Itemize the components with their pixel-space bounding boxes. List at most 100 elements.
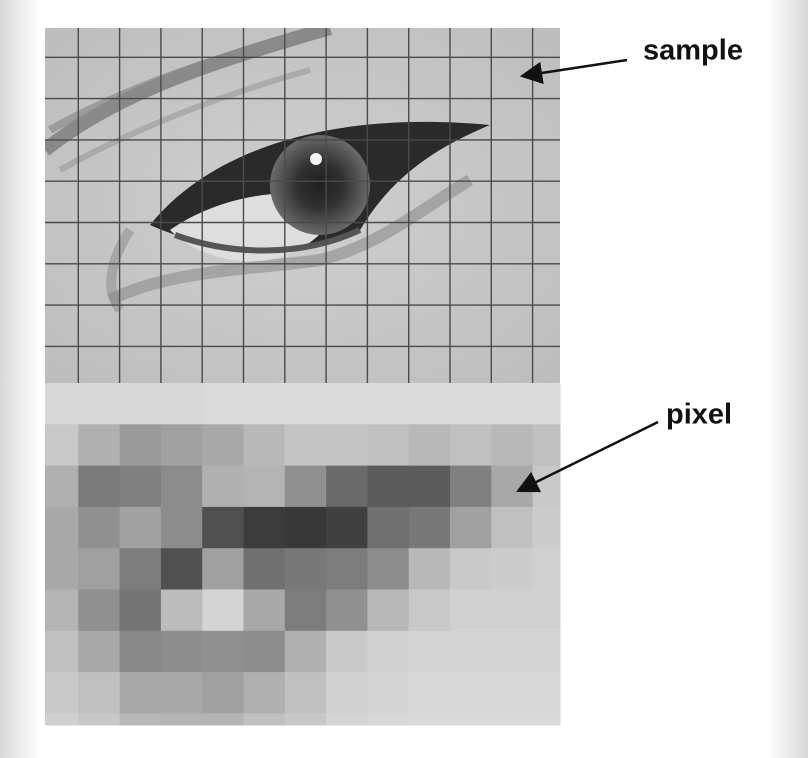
pixel bbox=[202, 672, 244, 714]
pixel bbox=[244, 590, 286, 632]
pixel bbox=[161, 466, 203, 508]
pixel bbox=[78, 713, 120, 725]
pixel bbox=[326, 713, 368, 725]
pixel bbox=[367, 383, 409, 425]
pixel bbox=[285, 713, 327, 725]
pixel bbox=[491, 424, 533, 466]
pixel bbox=[450, 424, 492, 466]
pixel bbox=[120, 672, 162, 714]
pixel bbox=[120, 631, 162, 673]
pixel bbox=[45, 507, 79, 549]
pixel bbox=[409, 466, 451, 508]
pixel bbox=[450, 672, 492, 714]
pixel bbox=[45, 713, 79, 725]
pixel bbox=[409, 383, 451, 425]
pixel bbox=[202, 466, 244, 508]
pixel bbox=[78, 548, 120, 590]
pixel bbox=[120, 590, 162, 632]
pixel bbox=[450, 507, 492, 549]
pixel bbox=[367, 672, 409, 714]
pixel bbox=[326, 383, 368, 425]
pixel bbox=[409, 672, 451, 714]
pixel bbox=[202, 507, 244, 549]
pixel bbox=[202, 424, 244, 466]
eye-image bbox=[45, 28, 560, 383]
pixel bbox=[78, 466, 120, 508]
pixel bbox=[45, 424, 79, 466]
pixel-image bbox=[45, 383, 561, 726]
pixel-label: pixel bbox=[666, 399, 732, 431]
pixel bbox=[326, 507, 368, 549]
pixel bbox=[78, 424, 120, 466]
pixel bbox=[367, 713, 409, 725]
pixel bbox=[202, 548, 244, 590]
figure: sample pixel bbox=[0, 0, 808, 758]
pixel bbox=[161, 631, 203, 673]
pixel bbox=[409, 424, 451, 466]
pixel bbox=[78, 383, 120, 425]
pixel bbox=[533, 507, 561, 549]
pixel bbox=[326, 631, 368, 673]
pixel bbox=[409, 631, 451, 673]
pixel bbox=[244, 548, 286, 590]
pixel bbox=[78, 590, 120, 632]
pixel bbox=[244, 631, 286, 673]
pixel bbox=[120, 548, 162, 590]
pixel bbox=[533, 631, 561, 673]
pixel bbox=[285, 631, 327, 673]
pixel bbox=[367, 590, 409, 632]
pixel bbox=[409, 590, 451, 632]
sample-label: sample bbox=[643, 35, 743, 67]
pixel bbox=[244, 466, 286, 508]
pixel bbox=[367, 631, 409, 673]
pixel bbox=[533, 383, 561, 425]
pixel bbox=[450, 466, 492, 508]
pixel bbox=[45, 631, 79, 673]
pixel bbox=[533, 672, 561, 714]
pixel bbox=[326, 672, 368, 714]
pixel bbox=[409, 507, 451, 549]
pixel bbox=[120, 713, 162, 725]
pixel bbox=[326, 590, 368, 632]
pixel bbox=[161, 383, 203, 425]
pixel bbox=[450, 713, 492, 725]
pixel bbox=[285, 672, 327, 714]
pixel bbox=[367, 548, 409, 590]
pixel bbox=[450, 383, 492, 425]
pixel bbox=[45, 672, 79, 714]
pixel bbox=[244, 507, 286, 549]
pixel bbox=[120, 507, 162, 549]
pixel bbox=[202, 631, 244, 673]
pixel bbox=[45, 383, 79, 425]
pixel bbox=[285, 590, 327, 632]
pixel bbox=[491, 548, 533, 590]
pixel bbox=[533, 548, 561, 590]
pixel bbox=[244, 672, 286, 714]
pixel bbox=[285, 383, 327, 425]
pixel bbox=[450, 590, 492, 632]
pixel bbox=[326, 424, 368, 466]
pixel bbox=[161, 507, 203, 549]
pixel bbox=[533, 424, 561, 466]
pixel bbox=[533, 713, 561, 725]
pixel bbox=[285, 548, 327, 590]
pixel bbox=[367, 424, 409, 466]
pixel bbox=[491, 507, 533, 549]
pixel bbox=[367, 507, 409, 549]
pixel bbox=[120, 383, 162, 425]
pixel bbox=[409, 548, 451, 590]
pixel bbox=[450, 631, 492, 673]
pixel bbox=[161, 713, 203, 725]
pixel bbox=[491, 383, 533, 425]
pixel bbox=[202, 590, 244, 632]
pixel bbox=[326, 548, 368, 590]
pixel bbox=[244, 383, 286, 425]
pixel bbox=[285, 507, 327, 549]
pixel bbox=[161, 590, 203, 632]
pixel bbox=[367, 466, 409, 508]
pixel bbox=[450, 548, 492, 590]
pixel bbox=[244, 713, 286, 725]
pixel bbox=[45, 548, 79, 590]
pixel bbox=[120, 424, 162, 466]
pixel bbox=[161, 424, 203, 466]
